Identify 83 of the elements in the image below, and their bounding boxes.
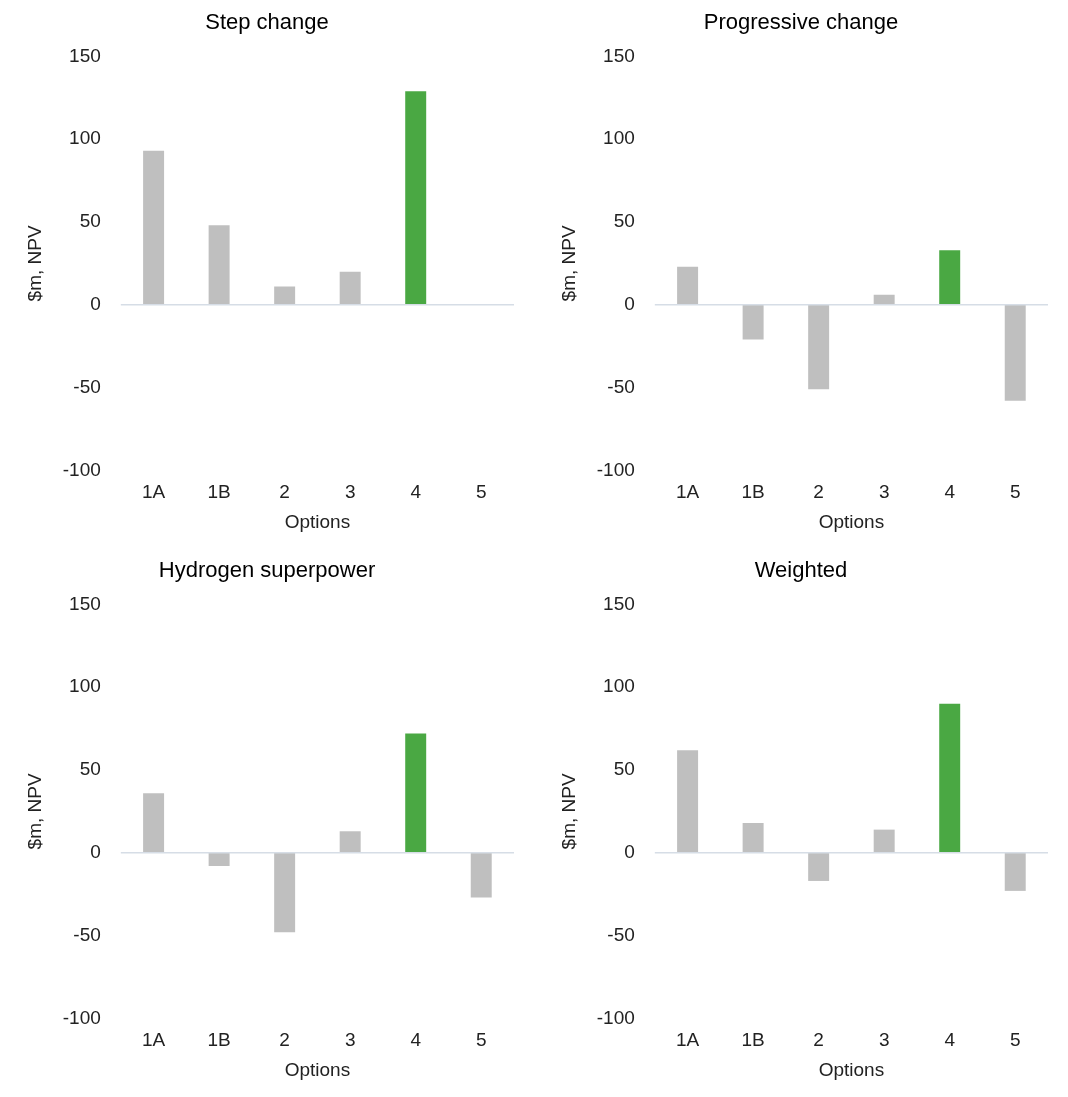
bar xyxy=(405,91,427,305)
y-tick-label: 100 xyxy=(69,675,101,697)
x-axis-title: Options xyxy=(818,510,885,532)
bar xyxy=(677,266,699,305)
y-tick-label: 50 xyxy=(613,210,635,232)
y-tick-label: 150 xyxy=(603,592,635,614)
y-tick-label: 50 xyxy=(79,758,101,780)
y-axis-title: $m, NPV xyxy=(557,225,579,302)
x-tick-label: 2 xyxy=(279,481,290,503)
bar xyxy=(677,750,699,853)
chart-title: Step change xyxy=(205,9,329,35)
bar xyxy=(208,852,230,867)
bar xyxy=(873,829,895,853)
x-tick-label: 5 xyxy=(1009,481,1021,503)
y-tick-label: -50 xyxy=(73,375,101,397)
y-tick-label: 0 xyxy=(90,293,101,315)
bar xyxy=(339,271,361,305)
x-tick-label: 5 xyxy=(1009,1029,1021,1051)
bar xyxy=(1004,852,1026,891)
bar xyxy=(873,294,895,305)
chart-title: Progressive change xyxy=(703,9,899,35)
x-axis-title: Options xyxy=(284,1058,351,1080)
y-axis-title: $m, NPV xyxy=(23,773,45,850)
bar xyxy=(274,852,296,933)
y-axis-title: $m, NPV xyxy=(557,773,579,850)
y-tick-label: 50 xyxy=(79,210,101,232)
bar xyxy=(808,852,830,881)
y-tick-label: 50 xyxy=(613,758,635,780)
bar xyxy=(939,250,961,305)
x-tick-label: 4 xyxy=(410,1029,422,1051)
y-tick-label: 0 xyxy=(624,841,635,863)
x-tick-label: 2 xyxy=(813,1029,824,1051)
bar xyxy=(208,225,230,305)
chart-title: Hydrogen superpower xyxy=(158,557,376,583)
bar xyxy=(742,304,764,340)
bar xyxy=(274,286,296,305)
bar xyxy=(742,822,764,853)
y-tick-label: -100 xyxy=(596,458,635,480)
y-tick-label: -50 xyxy=(607,923,635,945)
bar xyxy=(808,304,830,390)
bar xyxy=(470,852,492,898)
x-tick-label: 1A xyxy=(141,481,166,503)
bar xyxy=(339,831,361,853)
x-axis-title: Options xyxy=(818,1058,885,1080)
y-tick-label: 100 xyxy=(603,127,635,149)
x-tick-label: 5 xyxy=(475,481,487,503)
y-tick-label: -50 xyxy=(73,923,101,945)
x-tick-label: 4 xyxy=(944,1029,956,1051)
x-tick-label: 3 xyxy=(878,481,890,503)
y-tick-label: -100 xyxy=(596,1006,635,1028)
y-tick-label: 150 xyxy=(603,44,635,66)
y-tick-label: -50 xyxy=(607,375,635,397)
y-axis-title: $m, NPV xyxy=(23,225,45,302)
x-tick-label: 2 xyxy=(813,481,824,503)
x-tick-label: 1B xyxy=(741,481,765,503)
bar xyxy=(143,793,165,853)
x-tick-label: 5 xyxy=(475,1029,487,1051)
bar xyxy=(405,733,427,853)
bar xyxy=(1004,304,1026,401)
y-tick-label: -100 xyxy=(62,458,101,480)
x-tick-label: 2 xyxy=(279,1029,290,1051)
y-tick-label: -100 xyxy=(62,1006,101,1028)
bar xyxy=(939,703,961,853)
x-tick-label: 1B xyxy=(741,1029,765,1051)
x-tick-label: 1A xyxy=(675,1029,700,1051)
x-tick-label: 3 xyxy=(878,1029,890,1051)
x-tick-label: 4 xyxy=(410,481,422,503)
x-axis-title: Options xyxy=(284,510,351,532)
x-tick-label: 1A xyxy=(675,481,700,503)
y-tick-label: 100 xyxy=(69,127,101,149)
x-tick-label: 4 xyxy=(944,481,956,503)
y-tick-label: 150 xyxy=(69,44,101,66)
chart-title: Weighted xyxy=(754,557,848,583)
x-tick-label: 1B xyxy=(207,481,231,503)
x-tick-label: 3 xyxy=(344,481,356,503)
y-tick-label: 0 xyxy=(624,293,635,315)
y-tick-label: 150 xyxy=(69,592,101,614)
y-tick-label: 0 xyxy=(90,841,101,863)
x-tick-label: 3 xyxy=(344,1029,356,1051)
bar xyxy=(143,150,165,305)
y-tick-label: 100 xyxy=(603,675,635,697)
x-tick-label: 1B xyxy=(207,1029,231,1051)
x-tick-label: 1A xyxy=(141,1029,166,1051)
